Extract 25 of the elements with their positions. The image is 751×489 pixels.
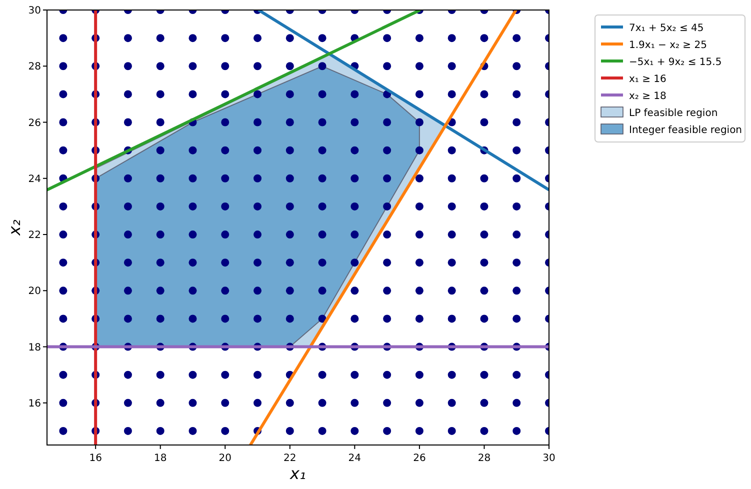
y-tick-label: 24: [28, 174, 41, 185]
y-tick-label: 22: [28, 230, 41, 242]
legend-label: LP feasible region: [629, 108, 718, 119]
y-tick-label: 30: [28, 6, 41, 16]
x-tick-label: 20: [218, 453, 232, 464]
x-axis-title: x₁: [289, 464, 306, 483]
x-tick-label: 26: [413, 453, 426, 464]
y-tick-label: 16: [28, 398, 41, 410]
legend-label: −5x₁ + 9x₂ ≤ 15.5: [629, 57, 722, 68]
y-axis-title: x₂: [5, 218, 24, 236]
x-tick-label: 30: [542, 453, 556, 464]
legend-label: 7x₁ + 5x₂ ≤ 45: [629, 23, 704, 34]
legend-label: x₂ ≥ 18: [629, 91, 666, 102]
y-tick-label: 18: [28, 342, 41, 354]
y-tick-label: 20: [28, 286, 41, 298]
legend-label: Integer feasible region: [629, 125, 742, 136]
y-tick-label: 26: [28, 118, 41, 129]
x-tick-label: 28: [478, 453, 491, 464]
x-tick-label: 24: [348, 453, 362, 464]
y-tick-label: 28: [28, 62, 41, 73]
legend-label: 1.9x₁ − x₂ ≥ 25: [629, 40, 707, 51]
x-tick-label: 22: [284, 453, 296, 464]
legend-label: x₁ ≥ 16: [629, 74, 666, 85]
x-tick-label: 18: [154, 453, 167, 464]
x-tick-label: 16: [89, 453, 102, 464]
